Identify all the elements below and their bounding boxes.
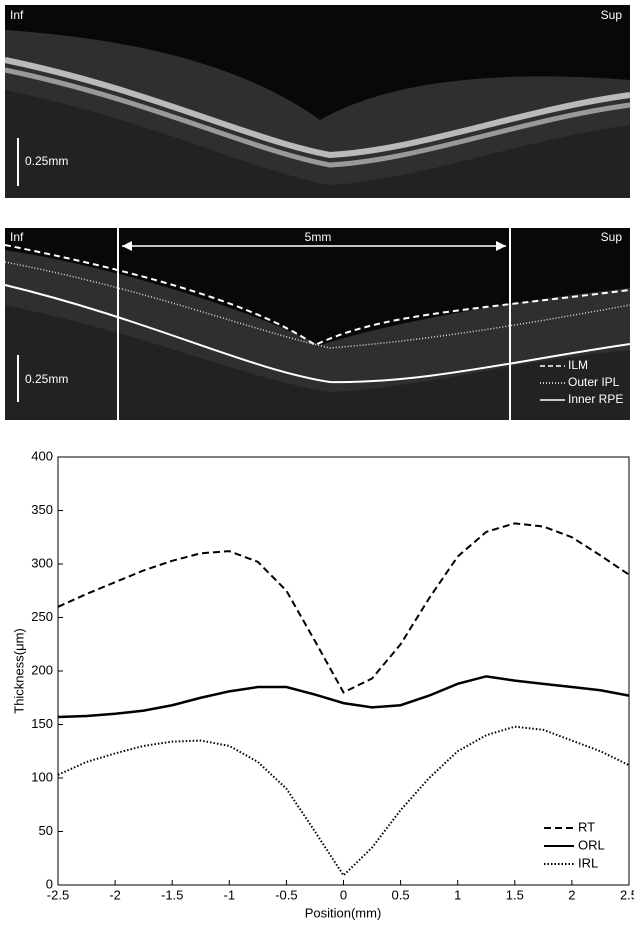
y-tick-label: 50: [39, 823, 53, 838]
y-tick-label: 150: [31, 716, 53, 731]
image-label: Inf: [10, 230, 24, 244]
x-tick-label: -2.5: [47, 887, 69, 902]
legend-label: ORL: [578, 837, 605, 852]
y-tick-label: 250: [31, 609, 53, 624]
oct-image-2: Inf Sup 5mm 0.25mm ILM Outer IPL Inner R…: [4, 228, 631, 420]
x-tick-label: 1: [454, 887, 461, 902]
x-tick-label: -2: [109, 887, 121, 902]
y-tick-label: 0: [46, 876, 53, 891]
y-tick-label: 400: [31, 448, 53, 463]
x-tick-label: 2.5: [620, 887, 634, 902]
legend-label: RT: [578, 819, 595, 834]
legend-label: IRL: [578, 855, 598, 870]
x-tick-label: 0: [340, 887, 347, 902]
x-tick-label: 2: [568, 887, 575, 902]
span-label: 5mm: [305, 230, 332, 244]
scale-label: 0.25mm: [25, 154, 68, 168]
plot-frame: [57, 456, 630, 886]
y-axis-label: Thickness(μm): [11, 628, 26, 714]
image-label: Inf: [10, 8, 24, 22]
image-legend: Inner RPE: [568, 392, 623, 406]
image-label: Sup: [601, 230, 623, 244]
x-tick-label: -1: [224, 887, 236, 902]
series-line: [57, 675, 630, 719]
image-legend: Outer IPL: [568, 375, 620, 389]
series-line: [57, 725, 630, 877]
series-line: [57, 522, 630, 694]
oct-image-1: Inf Sup 0.25mm: [4, 5, 631, 198]
y-tick-label: 200: [31, 662, 53, 677]
x-tick-label: 1.5: [506, 887, 524, 902]
image-label: Sup: [601, 8, 623, 22]
x-tick-label: -1.5: [161, 887, 183, 902]
x-axis-label: Position(mm): [305, 905, 382, 920]
x-tick-label: 0.5: [392, 887, 410, 902]
image-legend: ILM: [568, 358, 588, 372]
scale-label: 0.25mm: [25, 372, 68, 386]
y-tick-label: 350: [31, 502, 53, 517]
x-tick-label: -0.5: [275, 887, 297, 902]
y-tick-label: 100: [31, 769, 53, 784]
y-tick-label: 300: [31, 555, 53, 570]
